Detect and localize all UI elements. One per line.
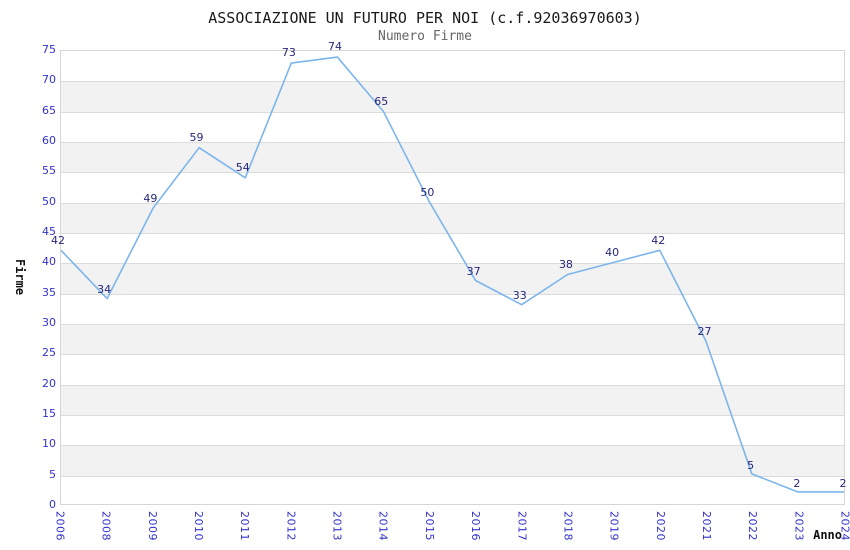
x-tick-label: 2011 xyxy=(238,511,252,541)
x-axis-title: Anno xyxy=(813,528,842,542)
data-label: 2 xyxy=(839,476,847,490)
x-tick-label: 2013 xyxy=(330,511,344,541)
x-tick-label: 2015 xyxy=(422,511,436,541)
y-tick-label: 40 xyxy=(42,255,56,269)
y-tick-label: 50 xyxy=(42,194,56,208)
y-tick-label: 35 xyxy=(42,285,56,299)
series-line xyxy=(61,56,844,493)
y-tick-label: 20 xyxy=(42,376,56,390)
y-tick-label: 75 xyxy=(42,43,56,56)
x-tick-label: 2019 xyxy=(607,511,621,541)
gridline xyxy=(61,415,844,416)
gridline xyxy=(61,354,844,356)
data-label: 74 xyxy=(328,40,343,54)
series-line-svg xyxy=(61,56,844,493)
gridline xyxy=(61,202,844,204)
y-tick-label: 55 xyxy=(42,164,56,178)
y-tick-label: 10 xyxy=(42,437,56,451)
data-label: 5 xyxy=(747,458,755,472)
y-tick-label: 0 xyxy=(49,498,56,511)
alt-gridband xyxy=(61,445,844,476)
x-tick-label: 2014 xyxy=(376,511,390,541)
data-label: 2 xyxy=(793,476,801,490)
gridline xyxy=(61,475,844,477)
y-tick-label: 25 xyxy=(42,346,56,360)
y-tick-label: 5 xyxy=(49,467,56,481)
y-tick-label: 30 xyxy=(42,316,56,329)
alt-gridband xyxy=(61,263,844,294)
gridline xyxy=(61,384,844,386)
plot-area: 42 34 49 59 54 73 74 65 50 37 33 38 40 42 27 5 2 2 xyxy=(51,40,847,505)
y-tick-label: 45 xyxy=(42,225,56,238)
x-tick-label: 2006 xyxy=(53,511,67,541)
x-tick-label: 2021 xyxy=(699,511,713,541)
x-tick-label: 2020 xyxy=(653,511,667,541)
data-label: 49 xyxy=(143,191,158,205)
gridline xyxy=(61,172,844,174)
chart-title: ASSOCIAZIONE UN FUTURO PER NOI (c.f.9203… xyxy=(208,9,642,27)
data-label: 27 xyxy=(697,325,712,339)
data-label: 65 xyxy=(374,94,389,108)
alt-gridband xyxy=(61,202,844,233)
x-tick-label: 2012 xyxy=(284,511,298,541)
gridline xyxy=(61,233,844,234)
data-label: 42 xyxy=(51,234,65,248)
x-tick-label: 2010 xyxy=(192,511,206,541)
data-label: 54 xyxy=(235,161,250,175)
data-label: 73 xyxy=(281,46,296,60)
alt-gridband xyxy=(61,81,844,112)
y-tick-label: 70 xyxy=(42,73,56,87)
data-label: 38 xyxy=(558,258,573,272)
y-axis-title: Firme xyxy=(13,258,27,296)
alt-gridband xyxy=(61,324,844,355)
y-tick-label: 60 xyxy=(42,134,56,147)
x-tick-label: 2016 xyxy=(469,511,483,541)
data-label: 40 xyxy=(605,246,620,260)
gridline xyxy=(61,142,844,143)
x-tick-label: 2009 xyxy=(145,511,159,541)
y-tick-label: 15 xyxy=(42,407,56,420)
gridline xyxy=(61,293,844,295)
y-tick-label: 65 xyxy=(42,103,56,117)
chart-subtitle: Numero Firme xyxy=(378,29,472,44)
x-tick-label: 2018 xyxy=(561,511,575,541)
x-tick-label: 2022 xyxy=(746,511,760,541)
x-tick-label: 2017 xyxy=(515,511,529,541)
x-tick-label: 2023 xyxy=(792,511,806,541)
x-tick-label: 2024 xyxy=(838,511,850,541)
data-label: 33 xyxy=(512,288,527,302)
data-label: 37 xyxy=(466,264,481,278)
data-label: 42 xyxy=(651,234,666,248)
x-tick-label: 2008 xyxy=(99,511,113,541)
alt-gridband xyxy=(61,384,844,415)
gridline xyxy=(61,263,844,265)
gridline xyxy=(61,445,844,447)
gridline xyxy=(61,324,844,325)
data-label: 59 xyxy=(189,131,204,145)
gridline xyxy=(61,81,844,83)
data-label: 34 xyxy=(97,282,112,296)
data-label: 50 xyxy=(420,185,435,199)
gridline xyxy=(61,111,844,113)
